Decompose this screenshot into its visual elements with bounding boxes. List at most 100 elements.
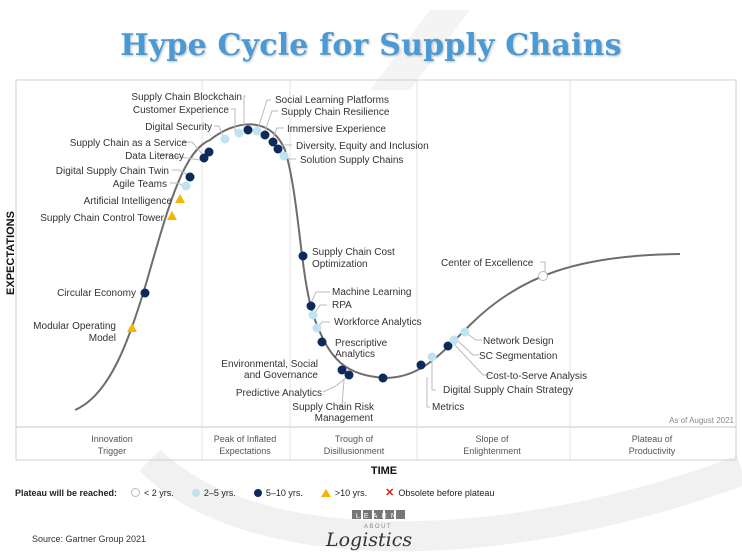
learn-about-logistics-logo: LEARN ABOUT Logistics — [325, 510, 412, 551]
dot-prescriptive-analytics — [317, 337, 327, 347]
dot-sc-segmentation — [449, 335, 459, 345]
dot-environmental-social-governance — [337, 365, 347, 375]
markers — [127, 125, 548, 383]
label-supply-chain-resilience: Supply Chain Resilience — [281, 107, 390, 118]
dot-digital-security — [220, 134, 230, 144]
legend-label: 5–10 yrs. — [265, 487, 303, 498]
logo-about: ABOUT — [364, 524, 392, 530]
label-modular-operating-model-2: Model — [89, 333, 116, 344]
label-supply-chain-risk-management-1: Supply Chain Risk — [292, 402, 375, 413]
hype-curve — [74, 123, 681, 411]
legend: Plateau will be reached: < 2 yrs. 2–5 yr… — [15, 486, 506, 499]
dot-supply-chain-risk-management — [378, 373, 388, 383]
label-supply-chain-cost-optimization-2: Optimization — [312, 259, 368, 270]
label-metrics: Metrics — [432, 402, 464, 413]
label-supply-chain-risk-management-2: Management — [315, 413, 374, 424]
dot-predictive-analytics — [344, 370, 354, 380]
phase-innovation-trigger-2: Trigger — [98, 446, 126, 456]
phase-peak-1: Peak of Inflated — [214, 434, 277, 444]
page-title: Hype Cycle for Supply Chains — [120, 28, 622, 63]
phase-labels: Innovation Trigger Peak of Inflated Expe… — [91, 434, 676, 456]
dot-diversity-equity-inclusion — [273, 144, 283, 154]
chart-frame — [15, 79, 737, 461]
label-center-of-excellence: Center of Excellence — [441, 258, 534, 269]
legend-label: Obsolete before plateau — [398, 487, 495, 498]
label-prescriptive-analytics-1: Prescriptive — [335, 338, 388, 349]
dot-cost-to-serve-analysis — [443, 341, 453, 351]
label-prescriptive-analytics-2: Analytics — [335, 349, 375, 360]
label-digital-supply-chain-twin: Digital Supply Chain Twin — [56, 166, 169, 177]
label-modular-operating-model-1: Modular Operating — [33, 321, 116, 332]
logo-learn-boxes — [352, 510, 405, 519]
white-circle-icon — [131, 488, 141, 497]
triangle-marker-artificial-intelligence — [175, 194, 185, 203]
dot-supply-chain-as-a-service — [204, 147, 214, 157]
dot-circular-economy — [140, 288, 150, 298]
phase-slope-2: Enlightenment — [463, 446, 521, 456]
dot-metrics — [416, 360, 426, 370]
dot-agile-teams — [181, 181, 191, 191]
dot-workforce-analytics — [312, 323, 322, 333]
phase-trough-1: Trough of — [335, 434, 374, 444]
label-agile-teams: Agile Teams — [113, 179, 167, 190]
label-social-learning-platforms: Social Learning Platforms — [275, 95, 389, 106]
label-supply-chain-as-a-service: Supply Chain as a Service — [70, 138, 188, 149]
label-supply-chain-cost-optimization-1: Supply Chain Cost — [312, 247, 395, 258]
dot-customer-experience — [234, 128, 244, 138]
label-supply-chain-blockchain: Supply Chain Blockchain — [131, 92, 242, 103]
dot-machine-learning — [306, 301, 316, 311]
triangle-marker-modular-operating-model — [127, 323, 137, 332]
label-predictive-analytics: Predictive Analytics — [236, 388, 322, 399]
dot-immersive-experience — [268, 137, 278, 147]
label-circular-economy: Circular Economy — [57, 288, 136, 299]
dot-supply-chain-blockchain — [243, 125, 253, 135]
dot-rpa — [308, 310, 318, 320]
label-cost-to-serve-analysis: Cost-to-Serve Analysis — [486, 371, 587, 382]
label-digital-supply-chain-strategy: Digital Supply Chain Strategy — [443, 385, 573, 396]
source-citation: Source: Gartner Group 2021 — [32, 534, 147, 544]
dot-supply-chain-resilience — [260, 130, 270, 140]
phase-peak-2: Expectations — [219, 446, 271, 456]
legend-item-obsolete: ✕ Obsolete before plateau — [385, 486, 494, 499]
label-diversity-equity-inclusion: Diversity, Equity and Inclusion — [296, 141, 429, 152]
legend-label: >10 yrs. — [334, 487, 368, 498]
dot-network-design — [460, 327, 470, 337]
label-sc-segmentation: SC Segmentation — [479, 351, 557, 362]
dark-blue-circle-icon — [253, 488, 262, 497]
legend-title: Plateau will be reached: — [15, 487, 118, 498]
label-immersive-experience: Immersive Experience — [287, 124, 386, 135]
label-supply-chain-control-tower: Supply Chain Control Tower — [40, 213, 164, 224]
phase-slope-1: Slope of — [475, 434, 509, 444]
phase-plateau-2: Productivity — [629, 446, 676, 456]
red-x-icon: ✕ — [385, 487, 395, 499]
y-axis-label: EXPECTATIONS — [5, 211, 17, 295]
as-of-date: As of August 2021 — [669, 416, 734, 425]
legend-item-5to10: 5–10 yrs. — [253, 487, 303, 498]
dot-center-of-excellence — [538, 271, 548, 281]
label-esg-2: and Governance — [244, 370, 318, 381]
label-network-design: Network Design — [483, 336, 554, 347]
label-artificial-intelligence: Artificial Intelligence — [84, 196, 173, 207]
legend-item-2to5: 2–5 yrs. — [191, 487, 236, 498]
dot-supply-chain-cost-optimization — [298, 251, 308, 261]
phase-plateau-1: Plateau of — [632, 434, 673, 444]
logo-logistics: Logistics — [325, 529, 412, 551]
dot-data-literacy — [199, 153, 209, 163]
phase-innovation-trigger-1: Innovation — [91, 434, 133, 444]
legend-label: 2–5 yrs. — [203, 487, 236, 498]
label-data-literacy: Data Literacy — [125, 151, 184, 162]
yellow-triangle-icon — [320, 488, 331, 497]
logo-learn: LEARN — [356, 513, 400, 520]
light-blue-circle-icon — [191, 488, 200, 497]
label-workforce-analytics: Workforce Analytics — [334, 317, 422, 328]
legend-item-gt10: >10 yrs. — [320, 487, 368, 498]
phase-trough-2: Disillusionment — [324, 446, 385, 456]
label-customer-experience: Customer Experience — [133, 105, 230, 116]
label-digital-security: Digital Security — [145, 122, 212, 133]
technology-labels: Supply Chain Blockchain Customer Experie… — [33, 92, 734, 425]
label-solution-supply-chains: Solution Supply Chains — [300, 155, 403, 166]
triangle-marker-supply-chain-control-tower — [167, 211, 177, 220]
dot-digital-supply-chain-strategy — [427, 352, 437, 362]
